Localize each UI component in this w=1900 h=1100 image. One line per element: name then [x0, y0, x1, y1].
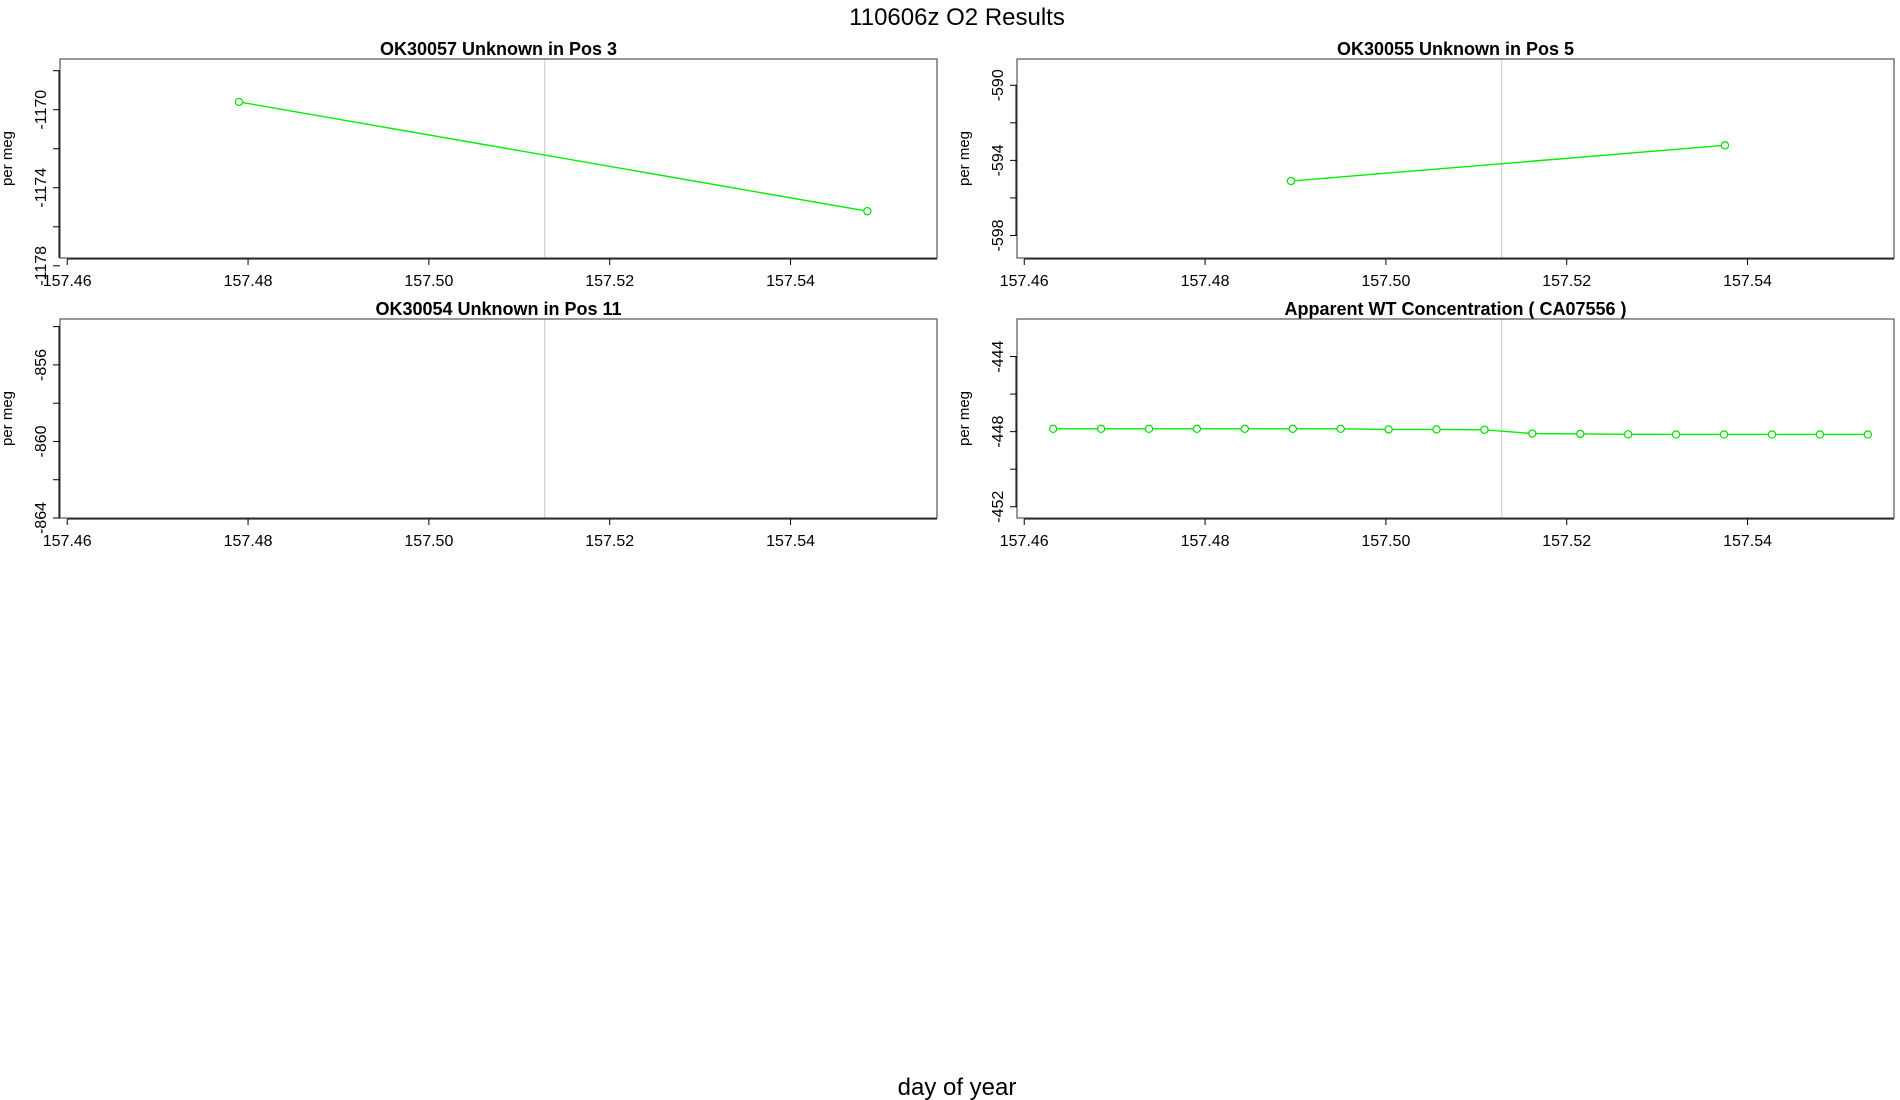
x-tick-label: 157.52: [585, 273, 634, 290]
panels-container: OK30057 Unknown in Pos 3 157.46 157.48 157.…: [0, 39, 1895, 550]
y-axis-label: per meg: [0, 391, 16, 446]
chart-panel-4: Apparent WT Concentration ( CA07556 ) 157…: [956, 299, 1895, 550]
x-tick-label: 157.50: [1361, 273, 1410, 290]
y-tick-label: -590: [990, 69, 1007, 101]
y-tick-label: -594: [990, 144, 1007, 176]
data-point: [1863, 430, 1872, 439]
data-point: [234, 97, 244, 107]
panel-title: OK30054 Unknown in Pos 11: [375, 299, 621, 319]
series-line: [238, 101, 868, 212]
chart-panel-2: OK30055 Unknown in Pos 5 157.46 157.48 157.…: [956, 39, 1895, 290]
data-point: [1623, 430, 1633, 439]
series-line: [1290, 144, 1725, 182]
x-tick-label: 157.48: [224, 533, 273, 550]
data-point: [1096, 424, 1106, 434]
data-point: [1288, 424, 1297, 434]
y-tick-label: -860: [33, 425, 50, 457]
data-point: [1720, 141, 1730, 150]
data-point: [1576, 429, 1585, 439]
y-tick-label: -864: [33, 502, 50, 534]
x-tick-label: 157.46: [43, 533, 92, 550]
data-point: [1048, 424, 1058, 434]
y-axis-label: per meg: [956, 391, 973, 446]
x-axis-label: day of year: [898, 1074, 1017, 1100]
data-point: [1384, 425, 1393, 434]
y-tick-label: -448: [990, 416, 1007, 448]
series-line: [1053, 428, 1868, 436]
x-tick-label: 157.50: [404, 273, 453, 290]
data-point: [1192, 424, 1202, 434]
data-point: [1671, 430, 1681, 439]
data-point: [1815, 430, 1825, 439]
chart-panel-1: OK30057 Unknown in Pos 3 157.46 157.48 157.…: [0, 39, 938, 290]
x-tick-label: 157.48: [224, 273, 273, 290]
x-tick-label: 157.48: [1181, 533, 1230, 550]
chart-panel-3: OK30054 Unknown in Pos 11 157.46 157.48 157…: [0, 299, 938, 550]
x-tick-label: 157.48: [1181, 273, 1230, 290]
panel-title: OK30057 Unknown in Pos 3: [380, 39, 617, 59]
x-tick-label: 157.54: [766, 533, 815, 550]
plot-frame: [1016, 58, 1895, 259]
data-point: [1432, 425, 1441, 434]
data-point: [1286, 176, 1296, 186]
x-tick-label: 157.52: [1542, 533, 1591, 550]
y-tick-label: -598: [990, 219, 1007, 251]
x-tick-label: 157.52: [585, 533, 634, 550]
x-tick-label: 157.54: [766, 273, 815, 290]
y-tick-label: -1174: [33, 168, 50, 208]
data-point: [1719, 430, 1729, 439]
y-axis-label: per meg: [0, 131, 16, 186]
y-axis-label: per meg: [956, 131, 973, 186]
data-point: [1528, 429, 1537, 438]
data-point: [863, 206, 872, 216]
data-point: [1336, 424, 1345, 434]
panel-title: OK30055 Unknown in Pos 5: [1337, 39, 1574, 59]
x-tick-label: 157.50: [1361, 533, 1410, 550]
plot-frame: [59, 318, 938, 519]
x-tick-label: 157.50: [404, 533, 453, 550]
x-tick-label: 157.46: [43, 273, 92, 290]
y-tick-label: -444: [990, 340, 1007, 372]
x-tick-label: 157.54: [1723, 273, 1772, 290]
x-tick-label: 157.54: [1723, 533, 1772, 550]
x-tick-label: 157.46: [1000, 533, 1049, 550]
x-tick-label: 157.46: [1000, 273, 1049, 290]
data-point: [1767, 430, 1777, 439]
plot-frame: [59, 58, 938, 259]
data-point: [1240, 424, 1250, 434]
y-tick-label: -856: [33, 349, 50, 381]
figure-title: 110606z O2 Results: [849, 4, 1065, 31]
plot-frame: [1016, 318, 1895, 519]
y-tick-label: -452: [990, 491, 1007, 523]
data-point: [1480, 425, 1489, 434]
x-tick-label: 157.52: [1542, 273, 1591, 290]
y-tick-label: -1178: [33, 246, 50, 286]
panel-title: Apparent WT Concentration ( CA07556 ): [1284, 299, 1626, 319]
data-point: [1144, 424, 1154, 434]
y-tick-label: -1170: [33, 90, 50, 130]
